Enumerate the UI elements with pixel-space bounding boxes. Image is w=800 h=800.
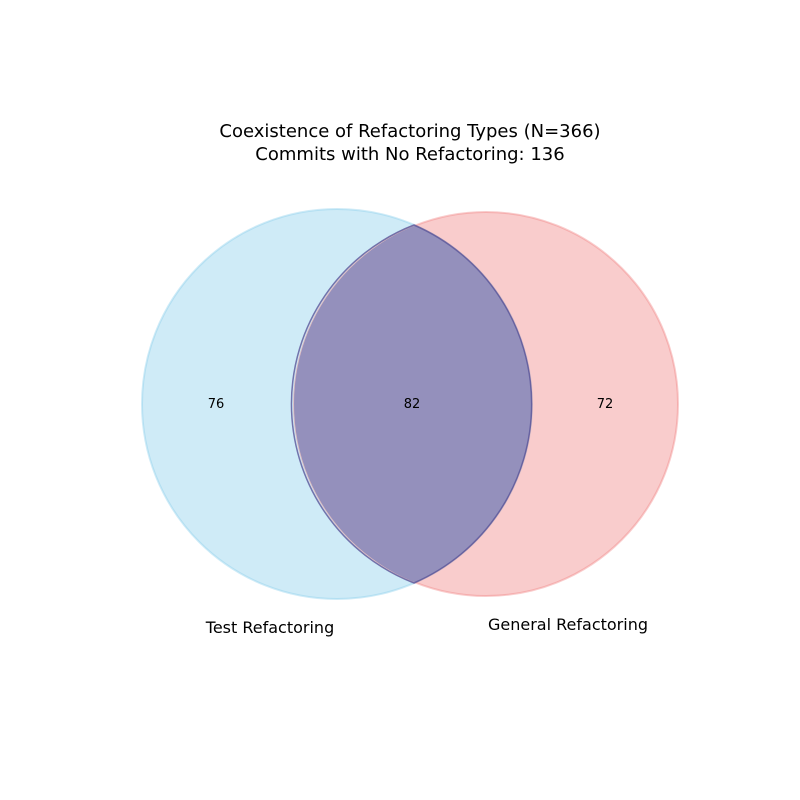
- general-refactoring-label: General Refactoring: [488, 615, 648, 634]
- diagram-title-line-2: Commits with No Refactoring: 136: [255, 144, 564, 165]
- intersection-count: 82: [404, 397, 421, 412]
- intersection-outline: [290, 224, 533, 584]
- test-only-count: 76: [208, 397, 225, 412]
- intersection-region: [294, 212, 532, 596]
- test-refactoring-label: Test Refactoring: [205, 618, 334, 637]
- general-only-count: 72: [597, 397, 614, 412]
- diagram-title-line-1: Coexistence of Refactoring Types (N=366): [219, 121, 600, 142]
